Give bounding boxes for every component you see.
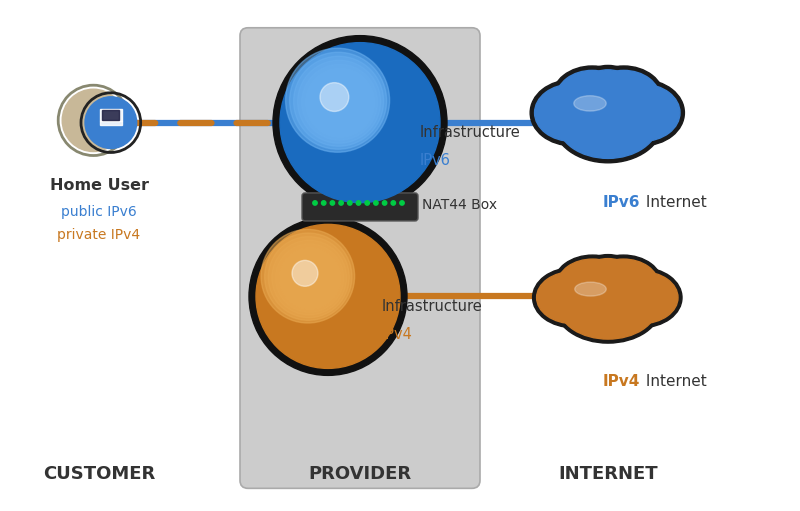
Ellipse shape bbox=[588, 259, 658, 309]
Circle shape bbox=[306, 68, 374, 137]
Text: private IPv4: private IPv4 bbox=[58, 227, 141, 242]
Ellipse shape bbox=[530, 80, 614, 146]
Circle shape bbox=[314, 76, 369, 131]
Circle shape bbox=[275, 244, 344, 312]
Ellipse shape bbox=[576, 65, 640, 116]
Circle shape bbox=[339, 201, 343, 205]
Circle shape bbox=[290, 52, 386, 149]
Text: Infrastructure: Infrastructure bbox=[420, 125, 521, 140]
Circle shape bbox=[249, 217, 407, 376]
Ellipse shape bbox=[584, 255, 662, 313]
Circle shape bbox=[356, 201, 361, 205]
Circle shape bbox=[286, 254, 336, 304]
Circle shape bbox=[62, 89, 125, 152]
Circle shape bbox=[292, 261, 318, 286]
Ellipse shape bbox=[578, 254, 638, 300]
Circle shape bbox=[347, 201, 352, 205]
Ellipse shape bbox=[583, 66, 664, 130]
Circle shape bbox=[302, 64, 378, 140]
Ellipse shape bbox=[605, 84, 680, 142]
Ellipse shape bbox=[555, 270, 661, 343]
Ellipse shape bbox=[556, 71, 628, 125]
Text: INTERNET: INTERNET bbox=[558, 465, 658, 483]
Circle shape bbox=[265, 233, 352, 320]
Polygon shape bbox=[102, 110, 119, 120]
Text: Internet: Internet bbox=[641, 195, 706, 210]
Circle shape bbox=[280, 42, 440, 203]
Ellipse shape bbox=[606, 272, 678, 323]
Text: IPv4: IPv4 bbox=[603, 374, 640, 388]
Circle shape bbox=[382, 201, 387, 205]
Ellipse shape bbox=[558, 259, 628, 309]
Circle shape bbox=[256, 224, 400, 368]
Circle shape bbox=[286, 48, 390, 152]
Ellipse shape bbox=[554, 82, 662, 163]
Ellipse shape bbox=[533, 268, 614, 328]
Ellipse shape bbox=[558, 87, 658, 158]
Ellipse shape bbox=[588, 71, 660, 125]
Ellipse shape bbox=[534, 84, 610, 142]
Ellipse shape bbox=[574, 96, 606, 111]
Text: public IPv6: public IPv6 bbox=[61, 204, 137, 219]
Circle shape bbox=[320, 83, 349, 111]
Circle shape bbox=[322, 201, 326, 205]
Text: NAT44 Box: NAT44 Box bbox=[422, 198, 497, 212]
Ellipse shape bbox=[554, 255, 632, 313]
Text: CUSTOMER: CUSTOMER bbox=[43, 465, 155, 483]
Circle shape bbox=[294, 56, 384, 146]
Ellipse shape bbox=[559, 274, 657, 339]
Circle shape bbox=[391, 201, 395, 205]
Text: PROVIDER: PROVIDER bbox=[309, 465, 411, 483]
Ellipse shape bbox=[601, 80, 685, 146]
Circle shape bbox=[268, 237, 350, 318]
Polygon shape bbox=[100, 122, 122, 125]
FancyBboxPatch shape bbox=[240, 28, 480, 489]
Text: Infrastructure: Infrastructure bbox=[382, 299, 482, 314]
Text: IPv6: IPv6 bbox=[603, 195, 641, 210]
Text: IPv6: IPv6 bbox=[420, 153, 451, 168]
Circle shape bbox=[374, 201, 378, 205]
Ellipse shape bbox=[574, 282, 606, 296]
Text: Internet: Internet bbox=[641, 374, 706, 388]
Circle shape bbox=[298, 60, 381, 143]
Circle shape bbox=[261, 229, 354, 323]
Circle shape bbox=[282, 251, 338, 307]
Circle shape bbox=[313, 201, 317, 205]
Circle shape bbox=[85, 97, 137, 149]
Circle shape bbox=[365, 201, 370, 205]
Circle shape bbox=[279, 247, 341, 310]
Circle shape bbox=[310, 72, 371, 134]
Ellipse shape bbox=[582, 259, 634, 296]
Text: Home User: Home User bbox=[50, 178, 149, 193]
Ellipse shape bbox=[537, 272, 610, 323]
Circle shape bbox=[272, 240, 346, 315]
Circle shape bbox=[330, 201, 334, 205]
Ellipse shape bbox=[581, 70, 635, 111]
Circle shape bbox=[273, 36, 447, 210]
FancyBboxPatch shape bbox=[302, 193, 418, 221]
Text: IPv4: IPv4 bbox=[382, 327, 413, 342]
Ellipse shape bbox=[602, 268, 682, 328]
Ellipse shape bbox=[552, 66, 633, 130]
Circle shape bbox=[400, 201, 404, 205]
Polygon shape bbox=[100, 109, 122, 122]
